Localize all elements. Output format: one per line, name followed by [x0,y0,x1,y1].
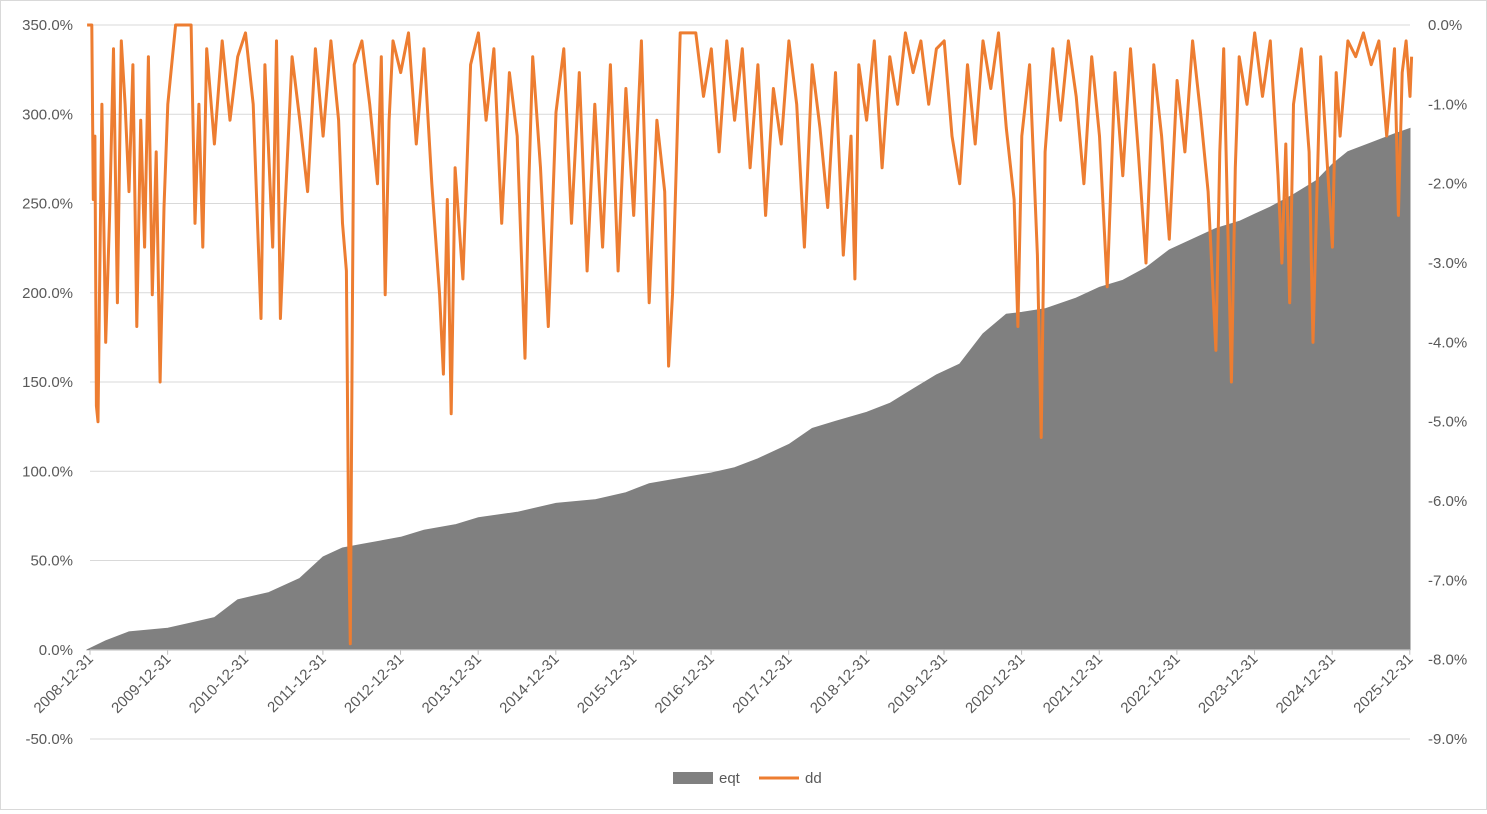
y-right-tick-label: -3.0% [1428,255,1467,272]
x-tick-label: 2023-12-31 [1195,651,1261,717]
y-left-tick-label: 200.0% [22,285,73,302]
y-left-tick-label: 250.0% [22,196,73,213]
x-tick-label: 2014-12-31 [496,651,562,717]
legend-label-dd: dd [805,770,822,787]
dd-line-layer [87,23,1414,646]
y-left-tick-label: 100.0% [22,463,73,480]
x-tick-label: 2024-12-31 [1273,651,1339,717]
y-right-tick-label: 0.0% [1428,17,1462,34]
y-right-tick-label: -1.0% [1428,96,1467,113]
x-tick-label: 2008-12-31 [31,651,97,717]
y-right-tick-label: -5.0% [1428,414,1467,431]
x-tick-label: 2009-12-31 [108,651,174,717]
y-right-tick-label: -6.0% [1428,493,1467,510]
eqt-area-layer [86,127,1411,651]
y-right-tick-label: -8.0% [1428,652,1467,669]
x-tick-label: 2018-12-31 [807,651,873,717]
y-left-tick-label: 50.0% [30,553,73,570]
y-right-tick-label: -2.0% [1428,176,1467,193]
x-tick-label: 2013-12-31 [419,651,485,717]
eqt-series-area [86,127,1411,651]
y-right-tick-label: -4.0% [1428,334,1467,351]
x-tick-label: 2022-12-31 [1117,651,1183,717]
x-tick-label: 2012-12-31 [341,651,407,717]
legend-label-eqt: eqt [719,770,741,787]
x-tick-label: 2021-12-31 [1040,651,1106,717]
x-tick-label: 2017-12-31 [729,651,795,717]
legend: eqt dd [673,770,822,787]
y-right-tick-label: -7.0% [1428,572,1467,589]
x-tick-label: 2010-12-31 [186,651,252,717]
x-tick-label: 2011-12-31 [264,651,329,716]
x-tick-label: 2020-12-31 [962,651,1028,717]
y-left-tick-label: 0.0% [39,642,73,659]
x-tick-label: 2016-12-31 [652,651,718,717]
x-tick-label: 2015-12-31 [574,651,640,717]
y-left-tick-label: 300.0% [22,106,73,123]
y-left-tick-label: 150.0% [22,374,73,391]
y-right-tick-label: -9.0% [1428,731,1467,748]
legend-swatch-eqt [673,772,713,784]
x-tick-label: 2019-12-31 [885,651,951,717]
x-tick-label: 2025-12-31 [1350,651,1416,717]
y-left-tick-label: 350.0% [22,17,73,34]
y-left-tick-label: -50.0% [25,731,73,748]
dd-series-line [87,23,1414,646]
